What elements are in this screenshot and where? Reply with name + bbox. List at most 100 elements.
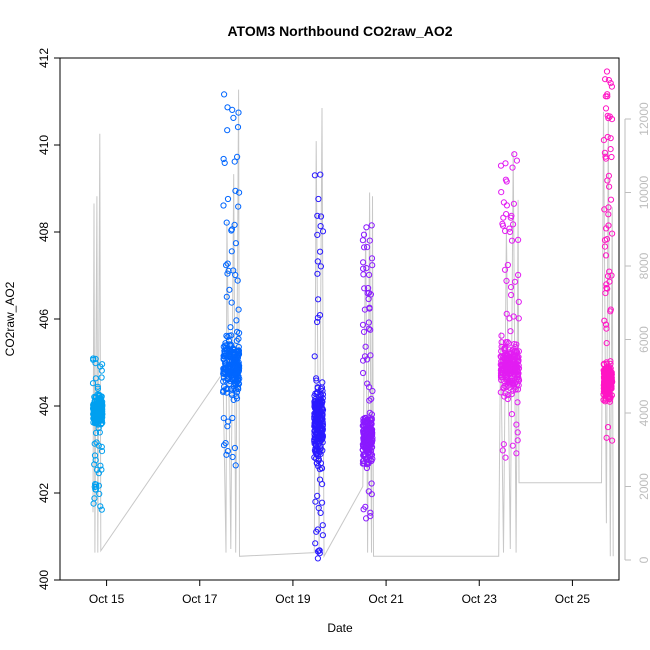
data-point	[311, 440, 318, 447]
data-point	[507, 284, 515, 291]
y-tick-label: 408	[37, 222, 51, 242]
data-point	[607, 358, 614, 365]
data-point	[225, 370, 232, 377]
data-point	[504, 261, 511, 269]
data-point	[95, 425, 102, 432]
data-point	[231, 158, 238, 165]
data-point	[229, 414, 236, 422]
data-point	[604, 390, 611, 397]
data-point	[314, 212, 321, 219]
data-point	[511, 356, 518, 363]
data-point	[366, 397, 373, 404]
data-point	[508, 366, 516, 373]
data-point	[98, 506, 105, 513]
data-point	[367, 326, 374, 333]
data-point	[230, 267, 237, 274]
data-point	[602, 321, 610, 328]
data-point	[364, 290, 371, 297]
data-point	[311, 353, 318, 360]
data-point	[315, 195, 322, 203]
data-point	[508, 291, 515, 299]
data-point	[603, 68, 611, 75]
data-point	[505, 365, 512, 372]
data-point	[365, 438, 372, 445]
data-point	[359, 321, 367, 328]
data-point	[314, 314, 321, 321]
data-point	[603, 281, 610, 288]
data-point	[230, 114, 237, 122]
data-point	[604, 424, 612, 431]
data-point	[604, 91, 611, 98]
data-point	[364, 426, 371, 433]
data-point	[360, 265, 367, 272]
data-point	[609, 437, 616, 444]
data-point	[508, 237, 516, 244]
data-point	[502, 160, 509, 167]
data-point	[363, 224, 370, 231]
data-point	[361, 285, 368, 292]
data-point	[312, 396, 319, 403]
data-point	[91, 452, 99, 459]
data-point	[602, 290, 609, 297]
data-point	[90, 356, 97, 363]
y-tick-label: 406	[37, 309, 51, 329]
data-point	[224, 127, 231, 134]
data-point	[224, 270, 231, 277]
data-point	[503, 202, 510, 209]
data-point	[605, 172, 613, 179]
data-point	[224, 448, 231, 455]
data-point	[99, 414, 106, 421]
data-point	[368, 491, 375, 498]
y-axis-label: CO2raw_AO2	[3, 281, 17, 356]
data-point	[236, 375, 243, 382]
data-point	[607, 385, 614, 392]
data-point	[364, 244, 371, 251]
data-point	[501, 393, 508, 400]
data-point	[513, 421, 520, 428]
data-point	[497, 374, 505, 381]
data-point	[90, 500, 97, 507]
data-point	[603, 225, 610, 232]
data-point	[318, 401, 325, 408]
y-tick-label: 410	[37, 135, 51, 155]
data-point	[92, 375, 100, 382]
data-point	[224, 195, 232, 203]
data-point	[607, 372, 614, 379]
data-point	[317, 445, 324, 452]
data-point	[95, 418, 102, 425]
data-point	[231, 363, 238, 370]
data-point	[360, 460, 367, 467]
data-point	[366, 434, 373, 441]
data-point	[360, 357, 367, 364]
data-point	[367, 425, 374, 432]
data-point	[223, 262, 230, 269]
data-point	[317, 223, 324, 230]
data-point	[603, 434, 610, 441]
data-point	[315, 296, 322, 303]
data-point	[230, 396, 237, 403]
data-point	[99, 404, 106, 411]
data-point	[228, 332, 235, 339]
data-point	[312, 448, 319, 455]
data-point	[366, 451, 373, 458]
data-point	[509, 164, 516, 171]
data-point	[512, 368, 519, 375]
data-point	[501, 370, 508, 377]
data-point	[313, 375, 320, 382]
data-point	[514, 399, 521, 406]
data-point	[363, 439, 371, 446]
data-point	[366, 237, 373, 244]
data-point	[608, 153, 615, 161]
data-point	[316, 393, 323, 400]
data-point	[90, 410, 97, 417]
data-point	[221, 159, 228, 166]
data-point	[233, 337, 240, 344]
data-point	[602, 153, 609, 160]
x-axis-label: Date	[327, 621, 353, 635]
data-point	[513, 450, 520, 457]
x-tick-label: Oct 15	[89, 592, 125, 606]
data-point	[498, 189, 505, 196]
y-tick-label: 400	[37, 570, 51, 590]
data-point	[510, 313, 517, 320]
data-point	[235, 203, 242, 210]
